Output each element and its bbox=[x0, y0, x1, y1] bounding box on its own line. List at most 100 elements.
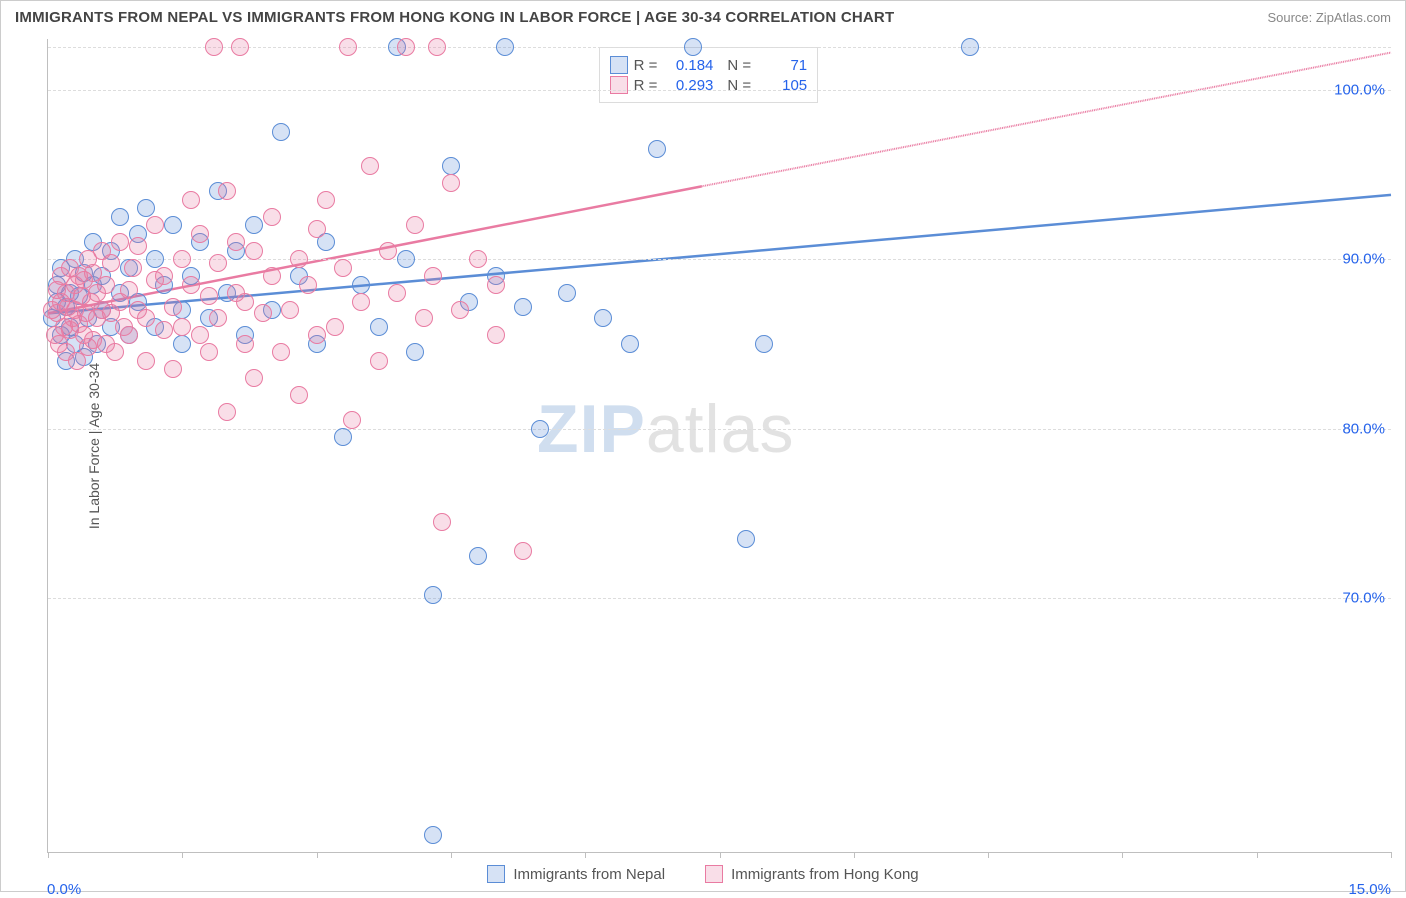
data-point bbox=[263, 208, 281, 226]
data-point bbox=[442, 157, 460, 175]
y-tick-label: 70.0% bbox=[1342, 589, 1385, 606]
stat-r-value: 0.184 bbox=[663, 57, 713, 74]
data-point bbox=[415, 309, 433, 327]
data-point bbox=[594, 309, 612, 327]
data-point bbox=[308, 326, 326, 344]
x-tick bbox=[585, 852, 586, 858]
data-point bbox=[406, 216, 424, 234]
data-point bbox=[124, 259, 142, 277]
data-point bbox=[155, 267, 173, 285]
data-point bbox=[487, 276, 505, 294]
x-tick bbox=[451, 852, 452, 858]
data-point bbox=[406, 343, 424, 361]
data-point bbox=[469, 547, 487, 565]
data-point bbox=[308, 220, 326, 238]
data-point bbox=[684, 38, 702, 56]
data-point bbox=[111, 208, 129, 226]
legend-swatch bbox=[610, 56, 628, 74]
x-tick bbox=[854, 852, 855, 858]
x-tick bbox=[1257, 852, 1258, 858]
stats-legend-row: R =0.293N =105 bbox=[610, 76, 808, 94]
legend-swatch bbox=[705, 865, 723, 883]
data-point bbox=[343, 411, 361, 429]
data-point bbox=[442, 174, 460, 192]
data-point bbox=[379, 242, 397, 260]
trend-lines-svg bbox=[48, 39, 1391, 852]
data-point bbox=[227, 233, 245, 251]
y-tick-label: 100.0% bbox=[1334, 81, 1385, 98]
stat-n-value: 105 bbox=[757, 77, 807, 94]
data-point bbox=[146, 250, 164, 268]
chart-wrap: In Labor Force | Age 30-34 ZIPatlas R =0… bbox=[15, 39, 1391, 853]
chart-container: IMMIGRANTS FROM NEPAL VS IMMIGRANTS FROM… bbox=[0, 0, 1406, 892]
data-point bbox=[137, 352, 155, 370]
x-tick bbox=[48, 852, 49, 858]
data-point bbox=[236, 293, 254, 311]
x-tick bbox=[317, 852, 318, 858]
data-point bbox=[146, 216, 164, 234]
data-point bbox=[397, 250, 415, 268]
data-point bbox=[209, 254, 227, 272]
legend-item: Immigrants from Hong Kong bbox=[705, 865, 919, 883]
data-point bbox=[155, 321, 173, 339]
data-point bbox=[129, 237, 147, 255]
data-point bbox=[370, 352, 388, 370]
data-point bbox=[290, 250, 308, 268]
data-point bbox=[137, 199, 155, 217]
data-point bbox=[299, 276, 317, 294]
data-point bbox=[173, 250, 191, 268]
data-point bbox=[245, 216, 263, 234]
legend-swatch bbox=[487, 865, 505, 883]
data-point bbox=[514, 298, 532, 316]
stats-legend-row: R =0.184N =71 bbox=[610, 56, 808, 74]
data-point bbox=[451, 301, 469, 319]
chart-source: Source: ZipAtlas.com bbox=[1267, 10, 1391, 25]
data-point bbox=[326, 318, 344, 336]
x-tick bbox=[720, 852, 721, 858]
y-tick-label: 90.0% bbox=[1342, 251, 1385, 268]
data-point bbox=[352, 276, 370, 294]
x-tick bbox=[988, 852, 989, 858]
data-point bbox=[755, 335, 773, 353]
data-point bbox=[272, 123, 290, 141]
data-point bbox=[397, 38, 415, 56]
data-point bbox=[205, 38, 223, 56]
stat-r-label: R = bbox=[634, 77, 658, 94]
plot-area: ZIPatlas R =0.184N =71R =0.293N =105 70.… bbox=[47, 39, 1391, 853]
data-point bbox=[424, 267, 442, 285]
data-point bbox=[558, 284, 576, 302]
data-point bbox=[173, 318, 191, 336]
stat-n-label: N = bbox=[727, 57, 751, 74]
gridline bbox=[48, 90, 1391, 91]
data-point bbox=[290, 386, 308, 404]
data-point bbox=[231, 38, 249, 56]
data-point bbox=[388, 284, 406, 302]
data-point bbox=[191, 225, 209, 243]
gridline bbox=[48, 259, 1391, 260]
x-max-label: 15.0% bbox=[1348, 881, 1391, 898]
x-tick bbox=[1391, 852, 1392, 858]
data-point bbox=[514, 542, 532, 560]
data-point bbox=[209, 309, 227, 327]
data-point bbox=[173, 335, 191, 353]
data-point bbox=[245, 369, 263, 387]
data-point bbox=[218, 403, 236, 421]
data-point bbox=[352, 293, 370, 311]
data-point bbox=[97, 276, 115, 294]
data-point bbox=[111, 233, 129, 251]
data-point bbox=[164, 360, 182, 378]
data-point bbox=[200, 343, 218, 361]
data-point bbox=[102, 254, 120, 272]
data-point bbox=[236, 335, 254, 353]
data-point bbox=[428, 38, 446, 56]
data-point bbox=[621, 335, 639, 353]
data-point bbox=[263, 267, 281, 285]
gridline bbox=[48, 598, 1391, 599]
data-point bbox=[164, 298, 182, 316]
data-point bbox=[317, 191, 335, 209]
data-point bbox=[339, 38, 357, 56]
data-point bbox=[218, 182, 236, 200]
legend-item: Immigrants from Nepal bbox=[487, 865, 665, 883]
legend-label: Immigrants from Nepal bbox=[513, 866, 665, 883]
data-point bbox=[737, 530, 755, 548]
